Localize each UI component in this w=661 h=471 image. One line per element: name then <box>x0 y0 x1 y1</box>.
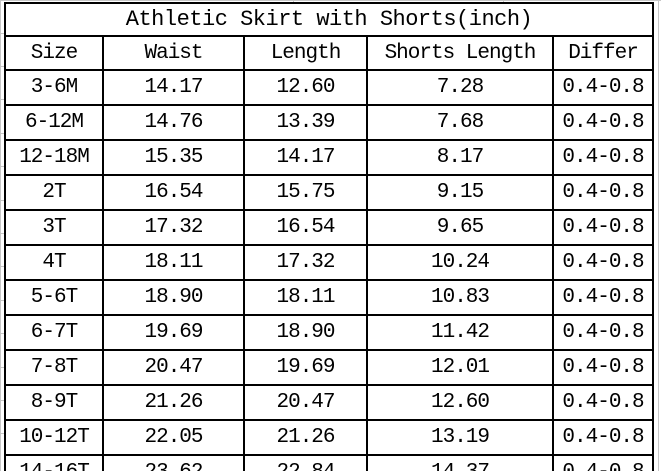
value-cell: 0.4-0.8 <box>551 454 655 471</box>
value-cell: 0.4-0.8 <box>551 69 655 106</box>
value-cell: 0.4-0.8 <box>551 244 655 281</box>
value-cell: 0.4-0.8 <box>551 174 655 211</box>
size-cell: 5-6T <box>4 279 104 316</box>
value-cell: 12.60 <box>366 384 554 421</box>
size-chart-table: Athletic Skirt with Shorts(inch) Size Wai… <box>3 2 655 471</box>
column-header-differ: Differ <box>551 35 655 71</box>
value-cell: 0.4-0.8 <box>551 279 655 316</box>
value-cell: 18.90 <box>243 314 368 351</box>
size-cell: 2T <box>4 174 104 211</box>
value-cell: 14.17 <box>243 139 368 176</box>
value-cell: 19.69 <box>102 314 245 351</box>
table-title-row: Athletic Skirt with Shorts(inch) <box>3 2 655 37</box>
value-cell: 12.60 <box>243 69 368 106</box>
value-cell: 18.11 <box>243 279 368 316</box>
size-cell: 6-7T <box>4 314 104 351</box>
size-cell: 8-9T <box>4 384 104 421</box>
column-header-length: Length <box>243 35 368 71</box>
gridline-right <box>658 0 659 471</box>
gridline-left <box>0 0 1 471</box>
value-cell: 21.26 <box>102 384 245 421</box>
value-cell: 15.75 <box>243 174 368 211</box>
value-cell: 9.65 <box>366 209 554 246</box>
value-cell: 13.39 <box>243 104 368 141</box>
gridline-top <box>0 0 661 1</box>
value-cell: 0.4-0.8 <box>551 349 655 386</box>
size-cell: 14-16T <box>4 454 104 471</box>
size-cell: 7-8T <box>4 349 104 386</box>
column-header-shorts-length: Shorts Length <box>366 35 554 71</box>
value-cell: 12.01 <box>366 349 554 386</box>
value-cell: 10.83 <box>366 279 554 316</box>
table-row-5-6t: 5-6T 18.90 18.11 10.83 0.4-0.8 <box>4 279 655 316</box>
value-cell: 17.32 <box>243 244 368 281</box>
table-row-3t: 3T 17.32 16.54 9.65 0.4-0.8 <box>4 209 655 246</box>
value-cell: 14.76 <box>102 104 245 141</box>
value-cell: 23.62 <box>102 454 245 471</box>
table-row-7-8t: 7-8T 20.47 19.69 12.01 0.4-0.8 <box>4 349 655 386</box>
value-cell: 19.69 <box>243 349 368 386</box>
table-row-4t: 4T 18.11 17.32 10.24 0.4-0.8 <box>4 244 655 281</box>
value-cell: 7.28 <box>366 69 554 106</box>
table-row-6-7t: 6-7T 19.69 18.90 11.42 0.4-0.8 <box>4 314 655 351</box>
value-cell: 16.54 <box>102 174 245 211</box>
value-cell: 21.26 <box>243 419 368 456</box>
table-row-8-9t: 8-9T 21.26 20.47 12.60 0.4-0.8 <box>4 384 655 421</box>
value-cell: 0.4-0.8 <box>551 384 655 421</box>
value-cell: 0.4-0.8 <box>551 314 655 351</box>
value-cell: 8.17 <box>366 139 554 176</box>
value-cell: 14.37 <box>366 454 554 471</box>
value-cell: 17.32 <box>102 209 245 246</box>
size-cell: 10-12T <box>4 419 104 456</box>
value-cell: 22.05 <box>102 419 245 456</box>
column-header-waist: Waist <box>102 35 245 71</box>
value-cell: 0.4-0.8 <box>551 209 655 246</box>
table-title: Athletic Skirt with Shorts(inch) <box>3 2 655 37</box>
value-cell: 14.17 <box>102 69 245 106</box>
value-cell: 16.54 <box>243 209 368 246</box>
size-cell: 6-12M <box>4 104 104 141</box>
value-cell: 22.84 <box>243 454 368 471</box>
size-cell: 3-6M <box>4 69 104 106</box>
size-cell: 3T <box>4 209 104 246</box>
size-cell: 4T <box>4 244 104 281</box>
value-cell: 9.15 <box>366 174 554 211</box>
value-cell: 7.68 <box>366 104 554 141</box>
value-cell: 20.47 <box>102 349 245 386</box>
value-cell: 20.47 <box>243 384 368 421</box>
table-row-6-12m: 6-12M 14.76 13.39 7.68 0.4-0.8 <box>4 104 655 141</box>
table-row-3-6m: 3-6M 14.17 12.60 7.28 0.4-0.8 <box>4 69 655 106</box>
table-row-10-12t: 10-12T 22.05 21.26 13.19 0.4-0.8 <box>4 419 655 456</box>
table-row-12-18m: 12-18M 15.35 14.17 8.17 0.4-0.8 <box>4 139 655 176</box>
value-cell: 15.35 <box>102 139 245 176</box>
value-cell: 18.11 <box>102 244 245 281</box>
value-cell: 10.24 <box>366 244 554 281</box>
value-cell: 0.4-0.8 <box>551 104 655 141</box>
value-cell: 11.42 <box>366 314 554 351</box>
table-row-2t: 2T 16.54 15.75 9.15 0.4-0.8 <box>4 174 655 211</box>
value-cell: 0.4-0.8 <box>551 419 655 456</box>
column-header-size: Size <box>4 35 104 71</box>
value-cell: 0.4-0.8 <box>551 139 655 176</box>
value-cell: 13.19 <box>366 419 554 456</box>
size-cell: 12-18M <box>4 139 104 176</box>
value-cell: 18.90 <box>102 279 245 316</box>
table-row-14-16t: 14-16T23.6222.8414.370.4-0.8 <box>4 454 655 471</box>
table-header-row: Size Waist Length Shorts Length Differ <box>4 35 655 71</box>
